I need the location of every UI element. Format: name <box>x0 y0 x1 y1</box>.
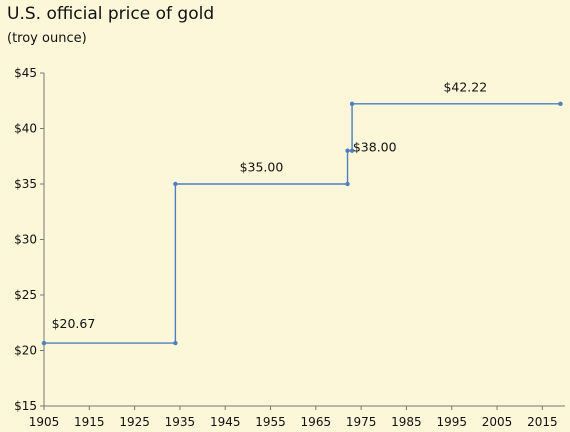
price-point <box>349 148 355 153</box>
y-tick-label: $15 <box>14 399 37 413</box>
y-tick-label: $20 <box>14 344 37 358</box>
price-point <box>345 181 350 187</box>
x-tick-label: 1975 <box>346 415 377 429</box>
x-tick-label: 1925 <box>119 415 150 429</box>
x-tick-label: 1905 <box>29 415 60 429</box>
price-label: $38.00 <box>353 139 397 154</box>
x-tick-label: 1965 <box>301 415 332 429</box>
x-tick-label: 1985 <box>391 415 422 429</box>
y-tick-label: $35 <box>14 177 37 191</box>
y-tick-label: $45 <box>14 66 37 80</box>
axes <box>43 73 565 407</box>
data-labels: $20.67 $35.00 $38.00 $42.22 <box>52 79 488 330</box>
y-tick-label: $40 <box>14 122 37 136</box>
price-point <box>349 101 355 107</box>
price-point <box>41 340 47 346</box>
price-point <box>173 340 178 346</box>
price-label: $20.67 <box>52 316 96 331</box>
series-group <box>41 101 563 346</box>
y-tick-label: $25 <box>14 288 37 302</box>
price-point <box>345 148 350 153</box>
x-tick-label: 2005 <box>482 415 513 429</box>
x-tick-label: 1995 <box>436 415 467 429</box>
chart-subtitle: (troy ounce) <box>7 31 87 46</box>
x-tick-label: 1955 <box>255 415 286 429</box>
price-line <box>44 103 561 344</box>
price-label: $42.22 <box>443 79 487 94</box>
tick-labels: $15 $20 $25 $30 $35 $40 $45 1905 1915 1925 1935 194… <box>14 66 558 429</box>
x-tick-label: 2015 <box>527 415 558 429</box>
price-label: $35.00 <box>240 159 284 174</box>
x-tick-label: 1935 <box>165 415 196 429</box>
x-tick-label: 1945 <box>210 415 241 429</box>
y-tick-label: $30 <box>14 233 37 247</box>
x-tick-label: 1915 <box>74 415 105 429</box>
price-point <box>558 101 563 107</box>
chart-title: U.S. official price of gold <box>7 4 215 24</box>
price-point <box>173 181 178 187</box>
